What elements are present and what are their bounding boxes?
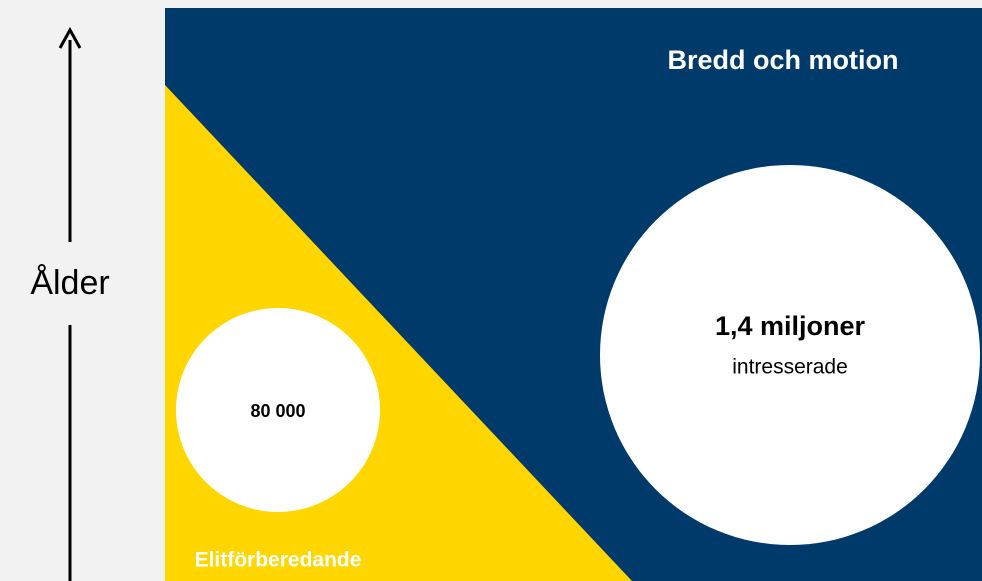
axis-arrowhead bbox=[58, 26, 82, 49]
circle-value: 1,4 miljoner bbox=[715, 311, 866, 341]
region-title: Elitförberedande bbox=[195, 549, 362, 572]
region-title: Bredd och motion bbox=[668, 45, 899, 75]
axis-label: Ålder bbox=[30, 264, 109, 302]
elite-circle bbox=[176, 308, 380, 512]
broad-circle bbox=[600, 165, 980, 545]
circle-value: 80 000 bbox=[250, 401, 305, 421]
circle-caption: intresserade bbox=[732, 356, 848, 379]
